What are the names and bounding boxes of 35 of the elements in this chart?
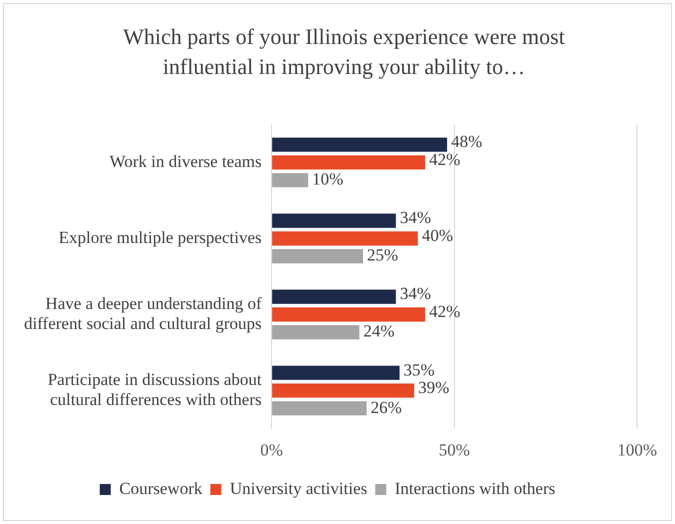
legend-label: Coursework bbox=[119, 478, 203, 498]
x-tick-label: 50% bbox=[438, 440, 470, 460]
y-tick-label: Explore multiple perspectives bbox=[58, 228, 262, 247]
bar bbox=[272, 173, 308, 188]
x-tick-label: 100% bbox=[617, 440, 658, 460]
bar bbox=[272, 231, 418, 246]
data-label: 25% bbox=[367, 246, 398, 265]
data-label: 40% bbox=[422, 226, 454, 245]
chart-title: Which parts of your Illinois experience were most influential in improving your ability to… bbox=[122, 23, 566, 81]
bar bbox=[272, 155, 426, 170]
data-label: 34% bbox=[400, 284, 432, 304]
data-label: 39% bbox=[418, 378, 450, 398]
y-tick-label: Participate in discussions about cultural differences with others bbox=[48, 370, 262, 410]
data-label: 10% bbox=[312, 170, 344, 189]
legend-label: Interactions with others bbox=[394, 478, 556, 498]
data-label: 48% bbox=[451, 132, 482, 152]
data-label: 35% bbox=[404, 360, 435, 380]
bar bbox=[272, 383, 414, 398]
bar bbox=[272, 307, 426, 322]
data-label: 34% bbox=[400, 208, 432, 228]
x-tick-label: 0% bbox=[260, 440, 283, 460]
bar bbox=[272, 325, 360, 340]
bar bbox=[272, 366, 400, 380]
bar bbox=[272, 290, 396, 304]
bar bbox=[272, 249, 363, 264]
y-tick-label: Have a deeper understanding of different social and cultural groups bbox=[24, 294, 262, 334]
data-label: 26% bbox=[370, 398, 402, 417]
bar bbox=[272, 214, 396, 228]
y-tick-label: Work in diverse teams bbox=[110, 152, 262, 171]
data-label: 42% bbox=[429, 302, 460, 321]
legend-label: University activities bbox=[230, 478, 368, 498]
data-label: 24% bbox=[363, 322, 395, 341]
bar bbox=[272, 138, 448, 152]
data-label: 42% bbox=[429, 150, 460, 169]
bar bbox=[272, 401, 367, 416]
